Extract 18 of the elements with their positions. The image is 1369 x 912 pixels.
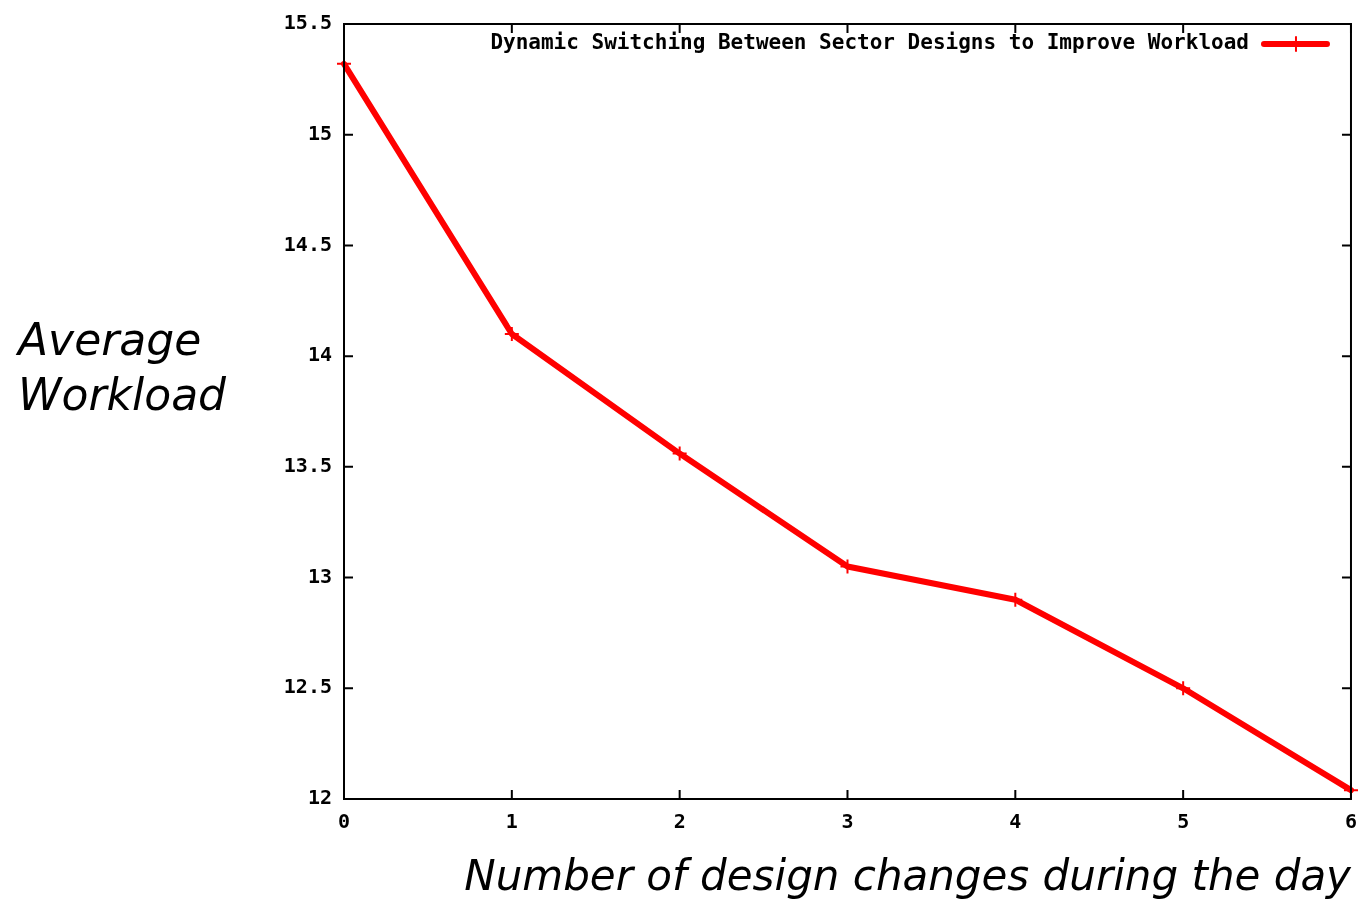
- y-tick-label: 12: [307, 785, 332, 810]
- x-tick-label: 5: [1177, 809, 1190, 834]
- y-tick-label: 13.5: [283, 453, 332, 478]
- x-tick-label: 4: [1009, 809, 1022, 834]
- x-tick-label: 2: [673, 809, 686, 834]
- x-axis-title: Number of design changes during the day: [464, 850, 1353, 900]
- y-tick-label: 15: [307, 120, 332, 145]
- y-tick-label: 14: [307, 342, 332, 367]
- y-tick-label: 14.5: [283, 231, 332, 256]
- legend-label: Dynamic Switching Between Sector Designs to Improve Workload: [490, 30, 1249, 55]
- y-tick-label: 12.5: [283, 674, 332, 699]
- y-tick-label: 13: [307, 563, 332, 588]
- x-tick-label: 6: [1344, 809, 1357, 834]
- x-tick-label: 0: [337, 809, 351, 834]
- y-axis-title: Average Workload: [18, 313, 228, 422]
- x-tick-label: 1: [505, 809, 518, 834]
- y-tick-label: 15.5: [283, 10, 332, 35]
- x-tick-label: 3: [841, 809, 854, 834]
